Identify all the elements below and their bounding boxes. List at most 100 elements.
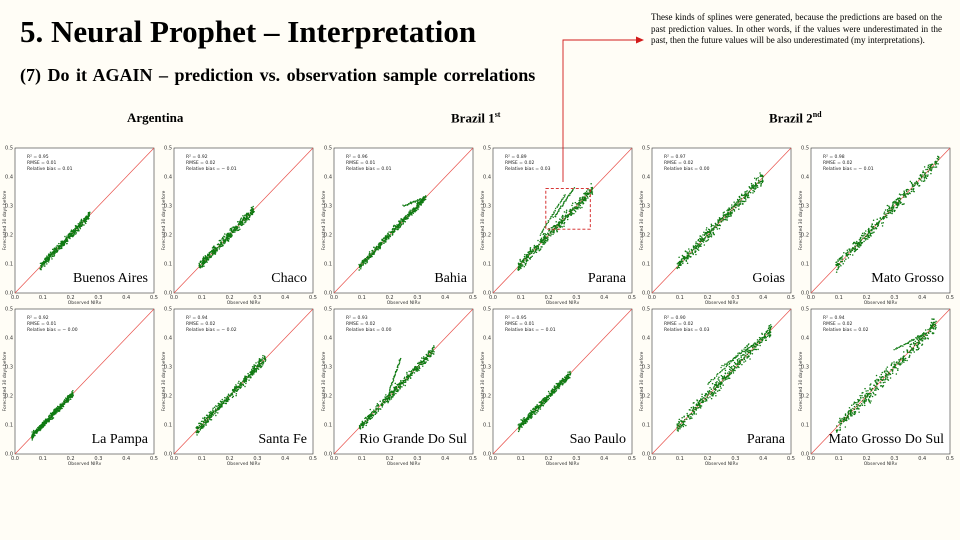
data-point: [676, 424, 678, 426]
data-point: [919, 179, 922, 181]
data-point: [880, 218, 883, 221]
data-point: [535, 249, 537, 251]
data-point: [380, 241, 382, 244]
x-tick-label: 0.4: [918, 295, 926, 301]
data-point: [550, 390, 553, 392]
x-tick-label: 0.0: [489, 456, 497, 462]
x-tick-label: 0.4: [759, 295, 767, 301]
data-point: [399, 357, 402, 360]
data-point: [751, 352, 754, 355]
x-tick-label: 0.2: [67, 295, 75, 301]
data-point: [523, 255, 526, 258]
data-point: [84, 218, 87, 221]
data-point: [883, 217, 885, 219]
data-point: [79, 224, 81, 227]
data-point: [922, 170, 924, 172]
data-point: [422, 356, 425, 358]
data-point: [746, 356, 748, 358]
rmse-label: RMSE = 0.01: [505, 321, 534, 327]
data-point: [235, 384, 237, 386]
data-point: [56, 411, 58, 414]
data-point: [722, 377, 725, 380]
data-point: [423, 359, 426, 361]
data-point: [730, 371, 733, 373]
data-point: [757, 177, 759, 179]
data-point: [726, 217, 728, 219]
data-point: [213, 249, 215, 251]
data-point: [371, 249, 374, 252]
data-point: [202, 417, 204, 419]
data-point: [753, 190, 756, 193]
data-point: [701, 236, 703, 239]
data-point: [398, 383, 401, 385]
data-point: [385, 235, 388, 238]
data-point: [404, 218, 407, 221]
data-point: [903, 193, 906, 195]
data-point: [517, 265, 520, 267]
data-point: [705, 240, 707, 243]
data-point: [390, 398, 393, 400]
data-point: [685, 424, 687, 427]
data-point: [237, 388, 239, 391]
data-point: [31, 433, 34, 435]
data-point: [744, 360, 747, 362]
data-point: [903, 190, 905, 192]
data-point: [228, 394, 230, 397]
data-point: [888, 207, 891, 209]
data-point: [720, 217, 722, 220]
data-point: [910, 190, 913, 193]
y-tick-label: 0.0: [324, 291, 332, 297]
data-point: [208, 254, 210, 256]
data-point: [837, 262, 840, 265]
data-point: [747, 193, 749, 195]
data-point: [728, 372, 731, 375]
data-point: [362, 426, 364, 428]
data-point: [743, 357, 745, 360]
data-point: [884, 215, 887, 218]
x-tick-label: 0.4: [122, 456, 130, 462]
data-point: [695, 245, 697, 247]
data-point: [236, 225, 238, 228]
y-tick-label: 0.0: [164, 452, 172, 458]
data-point: [734, 203, 736, 205]
data-point: [911, 183, 914, 186]
x-tick-label: 0.3: [413, 295, 421, 301]
data-point: [215, 249, 218, 251]
data-point: [567, 195, 569, 197]
data-point: [65, 240, 67, 243]
data-point: [842, 262, 844, 265]
data-point: [71, 393, 74, 396]
y-tick-label: 0.5: [5, 307, 13, 313]
data-point: [528, 253, 530, 256]
data-point: [211, 409, 214, 411]
data-point: [742, 202, 744, 205]
data-point: [541, 230, 544, 232]
data-point: [67, 233, 70, 236]
data-point: [361, 422, 364, 424]
data-point: [533, 247, 536, 249]
data-point: [49, 251, 52, 254]
data-point: [70, 234, 73, 236]
data-point: [384, 237, 387, 239]
data-point: [569, 210, 571, 212]
data-point: [522, 418, 524, 420]
data-point: [60, 246, 63, 248]
data-point: [559, 221, 561, 223]
data-point: [739, 362, 742, 365]
data-point: [77, 223, 79, 225]
data-point: [733, 201, 735, 203]
data-point: [422, 200, 425, 202]
data-point: [411, 372, 414, 375]
data-point: [539, 405, 542, 407]
data-point: [261, 357, 264, 359]
data-point: [229, 395, 231, 397]
data-point: [524, 253, 526, 256]
data-point: [245, 217, 247, 220]
data-point: [737, 199, 739, 202]
rmse-label: RMSE = 0.01: [27, 321, 56, 327]
data-point: [55, 412, 57, 415]
data-point: [197, 427, 200, 429]
data-point: [547, 221, 549, 224]
data-point: [202, 259, 204, 261]
data-point: [386, 234, 388, 237]
